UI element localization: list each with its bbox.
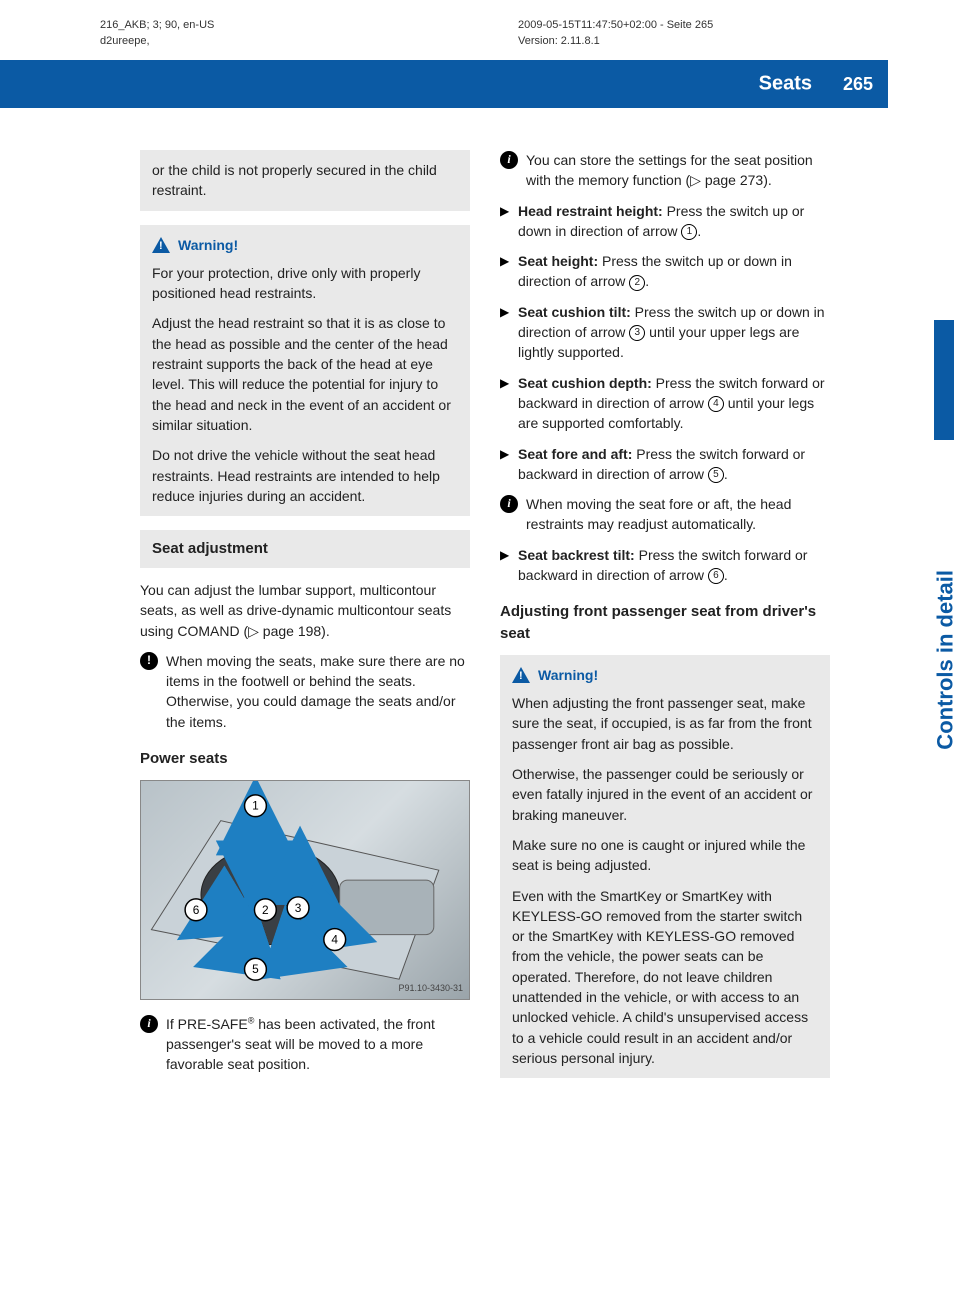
- left-column: or the child is not properly secured in …: [140, 150, 470, 1092]
- warning-title: Warning!: [538, 665, 598, 685]
- warning-title: Warning!: [178, 235, 238, 255]
- warning-header: Warning!: [152, 235, 458, 255]
- foreaft-info-text: When moving the seat fore or aft, the he…: [526, 494, 830, 535]
- adjustment-item: ▶Seat cushion depth: Press the switch fo…: [500, 373, 830, 434]
- adjustment-text: Seat cushion tilt: Press the switch up o…: [518, 302, 830, 363]
- right-column: You can store the settings for the seat …: [500, 150, 830, 1092]
- seat-adj-caution: When moving the seats, make sure there a…: [140, 651, 470, 732]
- adjustment-text: Head restraint height: Press the switch …: [518, 201, 830, 242]
- section-title: Seats: [759, 70, 812, 99]
- adjustment-item: ▶Head restraint height: Press the switch…: [500, 201, 830, 242]
- memory-info-text: You can store the settings for the seat …: [526, 150, 830, 191]
- carryover-box: or the child is not properly secured in …: [140, 150, 470, 211]
- warning2-p4: Even with the SmartKey or SmartKey with …: [512, 886, 818, 1069]
- triangle-bullet-icon: ▶: [500, 304, 512, 363]
- warning1-p2: Adjust the head restraint so that it is …: [152, 313, 458, 435]
- warning2-p3: Make sure no one is caught or injured wh…: [512, 835, 818, 876]
- info-icon: [500, 495, 518, 513]
- warning-headrestraint: Warning! For your protection, drive only…: [140, 225, 470, 517]
- adjustment-item: ▶Seat height: Press the switch up or dow…: [500, 251, 830, 292]
- backrest-text: Seat backrest tilt: Press the switch for…: [518, 545, 830, 586]
- warning-triangle-icon: [512, 667, 530, 683]
- page-number: 265: [828, 60, 888, 108]
- adjustment-item: ▶Seat cushion tilt: Press the switch up …: [500, 302, 830, 363]
- seat-adj-caution-text: When moving the seats, make sure there a…: [166, 651, 470, 732]
- svg-text:1: 1: [252, 798, 259, 812]
- triangle-bullet-icon: ▶: [500, 253, 512, 292]
- warning1-p1: For your protection, drive only with pro…: [152, 263, 458, 304]
- exclamation-icon: [140, 652, 158, 670]
- svg-text:2: 2: [262, 903, 269, 917]
- backrest-item: ▶ Seat backrest tilt: Press the switch f…: [500, 545, 830, 586]
- presafe-text: If PRE-SAFE® has been activated, the fro…: [166, 1014, 470, 1075]
- header-bar: Seats: [0, 60, 828, 108]
- memory-info: You can store the settings for the seat …: [500, 150, 830, 191]
- info-icon: [140, 1015, 158, 1033]
- seat-adjustment-header: Seat adjustment: [140, 530, 470, 568]
- warning-front-passenger: Warning! When adjusting the front passen…: [500, 655, 830, 1078]
- adjustment-item: ▶Seat fore and aft: Press the switch for…: [500, 444, 830, 485]
- svg-text:5: 5: [252, 962, 259, 976]
- info-icon: [500, 151, 518, 169]
- warning-header: Warning!: [512, 665, 818, 685]
- adj-front-header: Adjusting front passenger seat from driv…: [500, 601, 830, 645]
- side-tab-label: Controls in detail: [930, 570, 954, 750]
- svg-text:4: 4: [331, 932, 338, 946]
- adjustment-text: Seat cushion depth: Press the switch for…: [518, 373, 830, 434]
- meta-l1: 216_AKB; 3; 90, en-US: [100, 18, 214, 34]
- circled-number: 4: [708, 396, 724, 412]
- seat-adj-intro: You can adjust the lumbar support, multi…: [140, 580, 470, 641]
- warning2-p1: When adjusting the front passenger seat,…: [512, 693, 818, 754]
- circled-number: 3: [629, 325, 645, 341]
- print-meta-right: 2009-05-15T11:47:50+02:00 - Seite 265 Ve…: [518, 18, 713, 50]
- adjustment-list: ▶Head restraint height: Press the switch…: [500, 201, 830, 485]
- meta-r2: Version: 2.11.8.1: [518, 34, 713, 50]
- adjustment-text: Seat height: Press the switch up or down…: [518, 251, 830, 292]
- warning1-p3: Do not drive the vehicle without the sea…: [152, 445, 458, 506]
- carryover-text: or the child is not properly secured in …: [152, 160, 458, 201]
- foreaft-info: When moving the seat fore or aft, the he…: [500, 494, 830, 535]
- circled-number: 2: [629, 275, 645, 291]
- side-tab-marker: [934, 320, 954, 440]
- adjustment-text: Seat fore and aft: Press the switch forw…: [518, 444, 830, 485]
- circled-number: 1: [681, 224, 697, 240]
- power-seats-header: Power seats: [140, 748, 470, 770]
- presafe-note: If PRE-SAFE® has been activated, the fro…: [140, 1014, 470, 1075]
- circled-number: 5: [708, 467, 724, 483]
- svg-text:6: 6: [193, 903, 200, 917]
- print-meta-left: 216_AKB; 3; 90, en-US d2ureepe,: [100, 18, 214, 50]
- meta-r1: 2009-05-15T11:47:50+02:00 - Seite 265: [518, 18, 713, 34]
- power-seats-figure: 1 2 3 4 5 6 P91.10-3430-31: [140, 780, 470, 1000]
- warning2-p2: Otherwise, the passenger could be seriou…: [512, 764, 818, 825]
- figure-id: P91.10-3430-31: [398, 982, 463, 995]
- warning-triangle-icon: [152, 237, 170, 253]
- triangle-bullet-icon: ▶: [500, 203, 512, 242]
- seat-control-illustration: 1 2 3 4 5 6: [141, 781, 469, 999]
- svg-text:3: 3: [295, 901, 302, 915]
- triangle-bullet-icon: ▶: [500, 375, 512, 434]
- triangle-bullet-icon: ▶: [500, 446, 512, 485]
- side-tab: Controls in detail: [890, 60, 954, 1294]
- page-content: or the child is not properly secured in …: [140, 150, 830, 1092]
- triangle-bullet-icon: ▶: [500, 547, 512, 586]
- meta-l2: d2ureepe,: [100, 34, 214, 50]
